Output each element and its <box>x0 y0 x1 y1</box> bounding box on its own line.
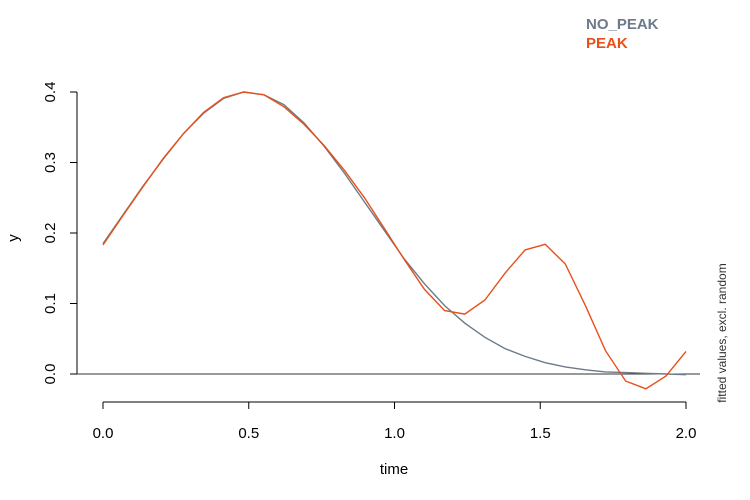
side-note: fitted values, excl. random <box>715 263 729 402</box>
series-line-no-peak <box>102 91 687 376</box>
legend-peak: PEAK <box>586 35 628 52</box>
legend-no-peak: NO_PEAK <box>586 16 659 33</box>
y-tick-label: 0.2 <box>42 223 59 244</box>
y-tick-label: 0.3 <box>42 152 59 173</box>
x-tick-label: 2.0 <box>676 425 697 442</box>
x-axis-label: time <box>380 461 408 478</box>
y-tick-label: 0.1 <box>42 293 59 314</box>
x-tick-label: 1.0 <box>384 425 405 442</box>
y-tick-label: 0.4 <box>42 82 59 103</box>
y-axis-label: y <box>5 234 22 242</box>
series-line-peak <box>102 91 687 390</box>
x-tick-label: 1.5 <box>530 425 551 442</box>
x-tick-label: 0.5 <box>238 425 259 442</box>
x-tick-label: 0.0 <box>93 425 114 442</box>
y-tick-label: 0.0 <box>42 364 59 385</box>
